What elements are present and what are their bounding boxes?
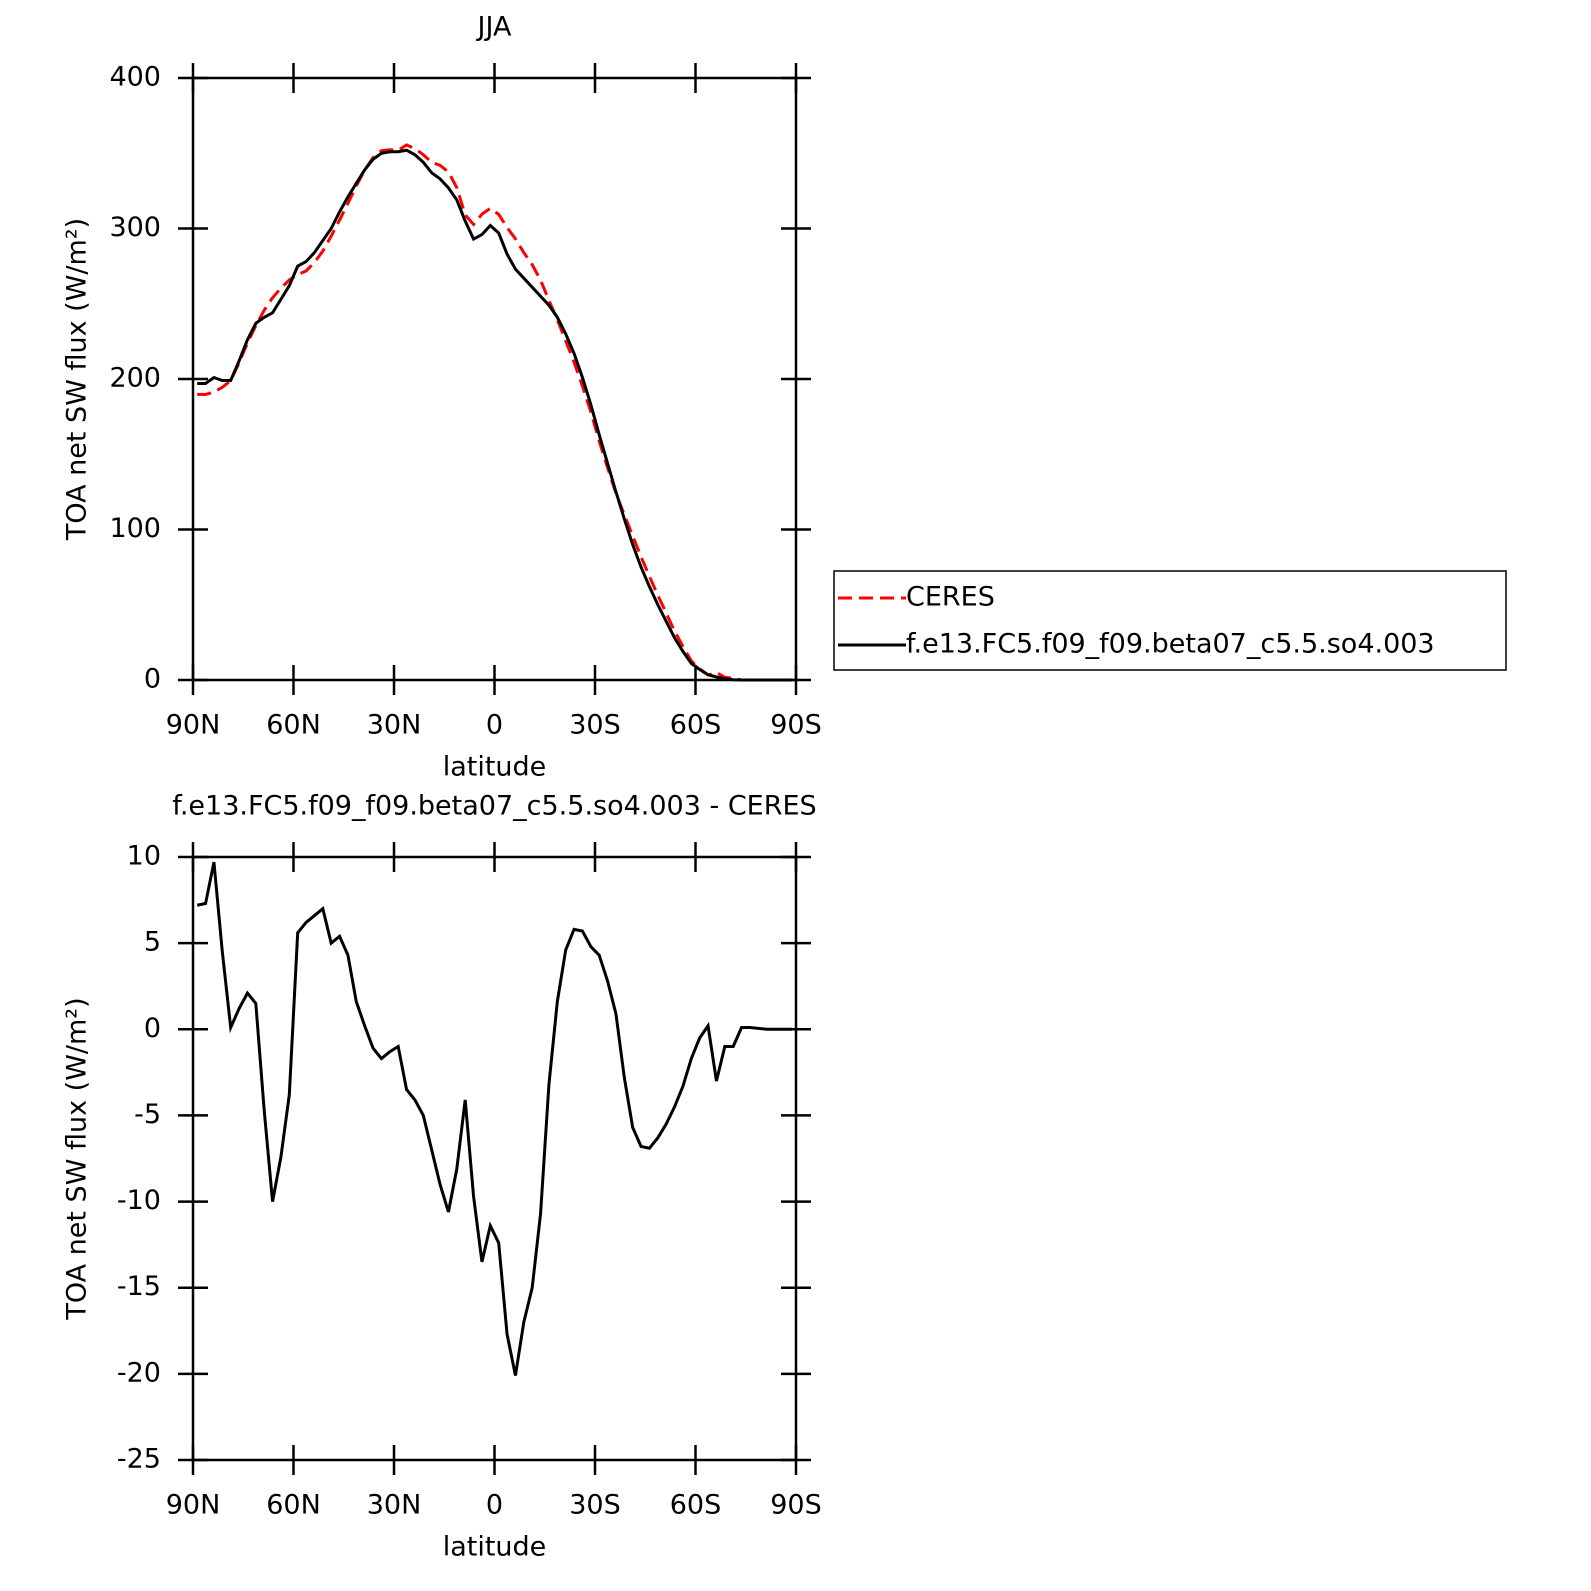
plot-frame xyxy=(191,76,798,682)
y-tick-label: -20 xyxy=(117,1357,161,1388)
x-tick-label: 0 xyxy=(486,710,503,741)
x-tick-label: 90N xyxy=(166,1490,221,1521)
series-line xyxy=(196,861,792,1376)
x-axis-label: latitude xyxy=(443,1532,547,1563)
x-tick-label: 90N xyxy=(166,710,221,741)
y-tick-label: 10 xyxy=(127,841,161,872)
legend-frame xyxy=(833,570,1507,671)
chart-title: JJA xyxy=(476,12,512,43)
x-tick-label: 90S xyxy=(770,1490,822,1521)
y-tick-label: -15 xyxy=(117,1271,161,1302)
x-tick-label: 60N xyxy=(266,1490,321,1521)
chart-title: f.e13.FC5.f09_f09.beta07_c5.5.so4.003 - … xyxy=(172,791,816,822)
y-tick-label: -5 xyxy=(134,1099,161,1130)
series-line xyxy=(197,148,792,682)
x-tick-label: 30S xyxy=(569,1490,621,1521)
y-tick-label: -10 xyxy=(117,1185,161,1216)
plot-frame xyxy=(191,855,798,1462)
legend-label: CERES xyxy=(906,582,995,613)
series-line xyxy=(197,143,792,682)
y-tick-label: 100 xyxy=(109,513,161,544)
x-axis-label: latitude xyxy=(443,752,547,783)
y-tick-label: 400 xyxy=(109,62,161,93)
x-tick-label: 30S xyxy=(569,710,621,741)
x-tick-label: 60S xyxy=(670,1490,722,1521)
x-tick-label: 60S xyxy=(670,710,722,741)
y-tick-label: 5 xyxy=(144,927,161,958)
y-axis-label: TOA net SW flux (W/m²) xyxy=(62,997,93,1320)
x-tick-label: 60N xyxy=(266,710,321,741)
x-tick-label: 0 xyxy=(486,1490,503,1521)
x-tick-label: 30N xyxy=(367,1490,422,1521)
y-tick-label: 200 xyxy=(109,363,161,394)
x-tick-label: 90S xyxy=(770,710,822,741)
y-tick-label: 0 xyxy=(144,1013,161,1044)
y-tick-label: 300 xyxy=(109,212,161,243)
legend-label: f.e13.FC5.f09_f09.beta07_c5.5.so4.003 xyxy=(906,629,1435,660)
x-tick-label: 30N xyxy=(367,710,422,741)
y-tick-label: -25 xyxy=(117,1444,161,1475)
y-axis-label: TOA net SW flux (W/m²) xyxy=(62,218,93,541)
y-tick-label: 0 xyxy=(144,664,161,695)
